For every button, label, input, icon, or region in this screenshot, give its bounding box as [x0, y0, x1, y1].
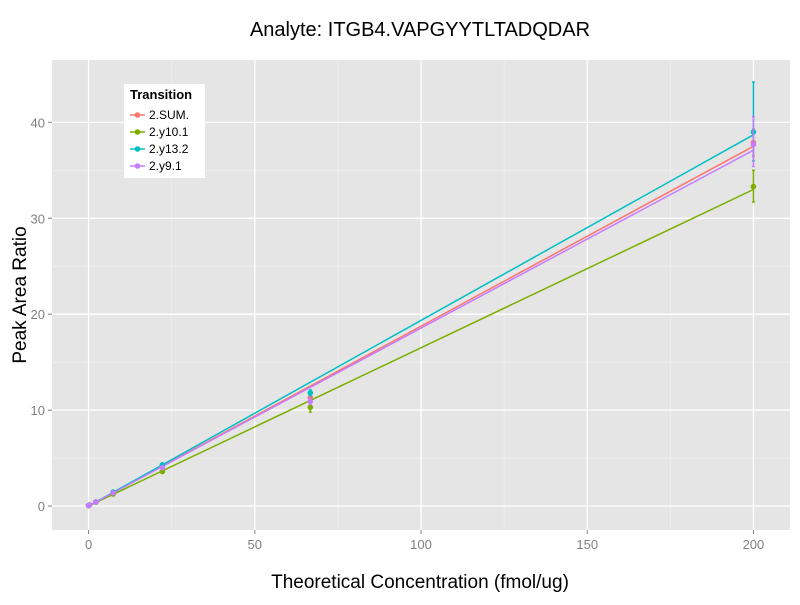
y-tick-label: 20: [31, 307, 45, 322]
legend-label: 2.y13.2: [149, 142, 189, 156]
fit-line-2.y13.2: [88, 134, 754, 507]
x-tick-label: 50: [248, 537, 262, 552]
x-axis-label: Theoretical Concentration (fmol/ug): [271, 572, 569, 593]
legend-title: Transition: [130, 87, 192, 102]
fit-line-2.y9.1: [88, 149, 754, 507]
data-point: [307, 404, 314, 411]
data-point: [93, 499, 99, 505]
y-tick-label: 30: [31, 211, 45, 226]
data-point: [159, 468, 166, 475]
legend-key-point: [134, 146, 141, 152]
x-tick-label: 0: [85, 537, 92, 552]
legend: Transition 2.SUM. 2.y10.1 2.y13.2 2.y9.1: [124, 84, 205, 178]
y-tick-label: 10: [31, 403, 45, 418]
y-tick-label: 40: [31, 115, 45, 130]
data-point: [86, 502, 93, 508]
legend-key-point: [134, 112, 141, 118]
x-tick-label: 150: [576, 537, 598, 552]
legend-label: 2.y10.1: [149, 125, 189, 139]
data-point: [307, 390, 314, 396]
data-point: [307, 398, 314, 405]
x-tick-label: 100: [410, 537, 432, 552]
legend-label: 2.SUM.: [149, 108, 189, 122]
y-axis-label: Peak Area Ratio: [10, 226, 31, 363]
chart-title: Analyte: ITGB4.VAPGYYTLTADQDAR: [250, 19, 590, 41]
x-tick-label: 200: [743, 537, 765, 552]
data-point: [750, 183, 757, 190]
legend-key-point: [134, 163, 141, 169]
legend-key-point: [134, 129, 141, 135]
fit-line-2.y10.1: [88, 188, 754, 507]
data-point: [159, 464, 166, 471]
data-point: [750, 141, 757, 148]
data-point: [110, 490, 116, 496]
legend-label: 2.y9.1: [149, 159, 182, 173]
y-tick-label: 0: [38, 499, 45, 514]
